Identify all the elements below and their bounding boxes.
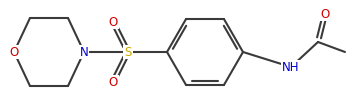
Text: S: S <box>124 45 132 58</box>
Text: O: O <box>320 7 330 20</box>
Text: O: O <box>108 16 118 28</box>
Text: O: O <box>9 45 19 58</box>
Text: N: N <box>80 45 88 58</box>
Text: NH: NH <box>282 60 300 74</box>
Text: O: O <box>108 75 118 89</box>
